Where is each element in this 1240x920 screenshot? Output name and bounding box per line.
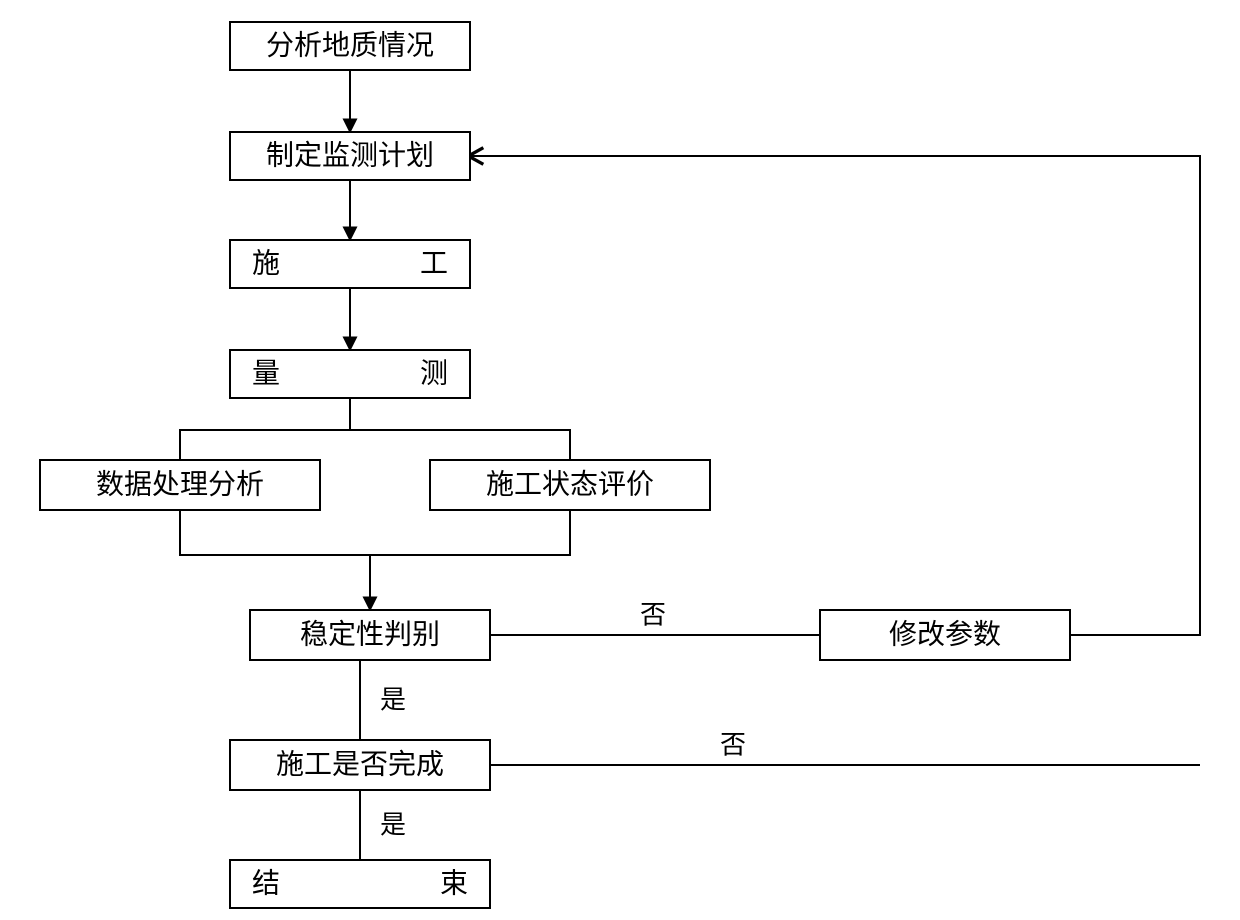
flow-node-n4: 量测 bbox=[230, 350, 470, 398]
node-label: 分析地质情况 bbox=[266, 30, 434, 62]
flow-node-n7: 稳定性判别 bbox=[250, 610, 490, 660]
node-label-left: 施 bbox=[252, 248, 280, 280]
flow-node-n8: 修改参数 bbox=[820, 610, 1070, 660]
node-label-left: 量 bbox=[252, 359, 280, 390]
edge-e8 bbox=[370, 510, 570, 555]
edge-label-e10: 否 bbox=[640, 601, 666, 630]
node-label: 稳定性判别 bbox=[300, 619, 440, 651]
edge-e11 bbox=[470, 156, 1200, 635]
flowchart-canvas: 分析地质情况制定监测计划施工量测数据处理分析施工状态评价稳定性判别修改参数施工是… bbox=[0, 0, 1240, 920]
flow-node-n3: 施工 bbox=[230, 240, 470, 288]
edge-e5 bbox=[180, 430, 350, 460]
edge-label-e12: 是 bbox=[380, 686, 406, 715]
edge-e7 bbox=[180, 510, 370, 555]
node-label: 制定监测计划 bbox=[266, 140, 434, 172]
flow-node-n9: 施工是否完成 bbox=[230, 740, 490, 790]
node-label-left: 结 bbox=[252, 868, 280, 900]
flow-node-n1: 分析地质情况 bbox=[230, 22, 470, 70]
node-label-right: 工 bbox=[420, 249, 448, 280]
flow-node-n5: 数据处理分析 bbox=[40, 460, 320, 510]
node-label: 施工是否完成 bbox=[276, 749, 444, 781]
flow-node-n10: 结束 bbox=[230, 860, 490, 908]
flow-node-n6: 施工状态评价 bbox=[430, 460, 710, 510]
edge-e6 bbox=[350, 430, 570, 460]
node-label-right: 测 bbox=[420, 359, 448, 390]
node-label: 数据处理分析 bbox=[96, 469, 264, 501]
edge-label-e14: 是 bbox=[380, 811, 406, 840]
flow-node-n2: 制定监测计划 bbox=[230, 132, 470, 180]
node-label: 施工状态评价 bbox=[486, 469, 654, 501]
node-label-right: 束 bbox=[440, 869, 468, 900]
edge-label-e13: 否 bbox=[720, 731, 746, 760]
node-label: 修改参数 bbox=[889, 619, 1001, 651]
